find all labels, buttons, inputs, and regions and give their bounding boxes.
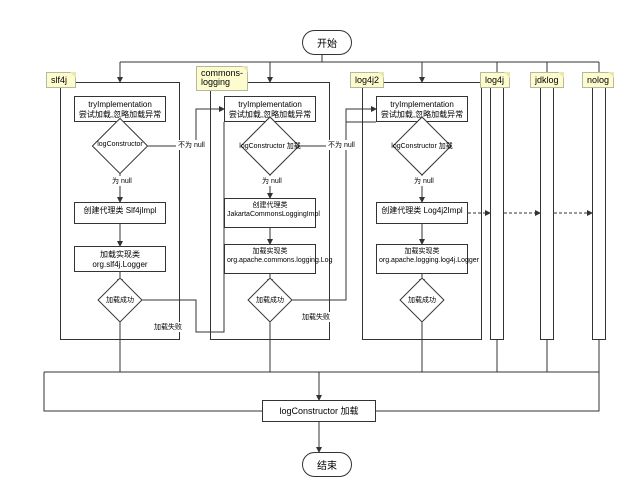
lbl-clog-fail: 加载失败 [300, 312, 332, 322]
lbl-slf4j-fail: 加载失败 [152, 322, 184, 332]
lbl-slf4j-notnull: 不为 null [176, 140, 207, 150]
lbl-clog-notnull: 不为 null [326, 140, 357, 150]
slf4j-proxy-box: 创建代理类 Slf4jImpl [74, 202, 166, 224]
log4j2-impl-box: 加载实现类 org.apache.logging.log4j.Logger [376, 244, 468, 274]
clog-impl-box: 加载实现类 org.apache.commons.logging.Log [224, 244, 316, 274]
flowchart-canvas: 开始 slf4j commons- logging log4j2 log4j j… [0, 0, 633, 500]
log4j2-proxy-box: 创建代理类 Log4j2Impl [376, 202, 468, 224]
sticky-jdklog: jdklog [530, 72, 564, 88]
lane-log4j [490, 82, 504, 340]
clog-proxy-box: 创建代理类 JakartaCommonsLoggingImpl [224, 198, 316, 228]
lbl-log4j2-null: 为 null [412, 176, 436, 186]
sticky-log4j: log4j [480, 72, 510, 88]
sticky-slf4j: slf4j [46, 72, 76, 88]
sticky-log4j2: log4j2 [350, 72, 384, 88]
lane-nolog [592, 82, 606, 340]
lbl-slf4j-null: 为 null [110, 176, 134, 186]
slf4j-impl-box: 加载实现类 org.slf4j.Logger [74, 246, 166, 272]
lbl-clog-null: 为 null [260, 176, 284, 186]
sticky-commons-logging: commons- logging [196, 66, 248, 91]
terminal-end: 结束 [302, 452, 352, 477]
sticky-nolog: nolog [582, 72, 614, 88]
loaded-box: logConstructor 加载 [262, 400, 376, 422]
terminal-start: 开始 [302, 30, 352, 55]
lane-jdklog [540, 82, 554, 340]
